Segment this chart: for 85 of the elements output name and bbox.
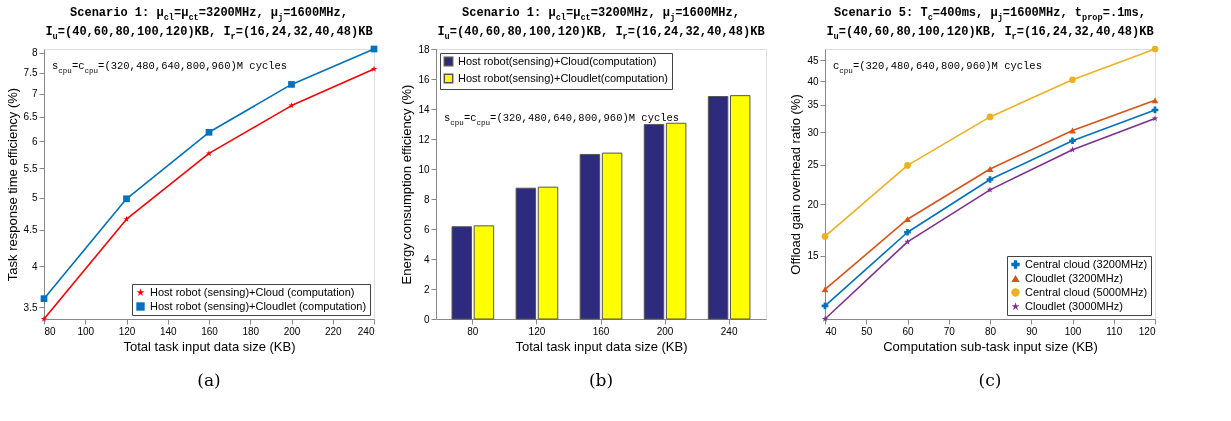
y-tick-label: 20 <box>807 198 819 210</box>
bar <box>643 124 665 320</box>
y-tick-label: 7.5 <box>23 67 38 79</box>
y-tick-label: 40 <box>807 75 819 87</box>
point <box>205 128 213 136</box>
x-axis-title: Total task input data size (KB) <box>515 338 688 354</box>
bar <box>473 225 495 320</box>
x-tick-label: 120 <box>118 325 136 337</box>
y-axis-title: Task response time efficiency (%) <box>4 87 20 282</box>
bar <box>601 152 623 320</box>
x-tick-label: 100 <box>1064 325 1082 337</box>
text: (b) <box>588 370 614 390</box>
x-tick-label: 180 <box>242 325 260 337</box>
y-tick-label: 4.5 <box>23 224 38 236</box>
point <box>123 195 130 203</box>
legend-label: Central cloud (3200MHz) <box>1025 257 1148 270</box>
x-tick-label: 200 <box>656 325 674 337</box>
x-tick-label: 80 <box>467 325 479 337</box>
y-tick-label: 45 <box>807 54 819 66</box>
x-tick-label: 60 <box>902 325 914 337</box>
y-tick-label: 15 <box>807 250 819 262</box>
y-axis-title: Offload gain overhead ratio (%) <box>788 94 804 275</box>
x-tick-label: 140 <box>159 325 178 337</box>
y-tick-label: 2 <box>423 283 430 295</box>
bar <box>515 187 537 320</box>
y-tick-label: 4 <box>31 260 38 272</box>
x-tick-label: 40 <box>825 325 838 337</box>
x-tick-label: 120 <box>1138 325 1156 337</box>
x-tick-label: 50 <box>861 325 873 337</box>
y-tick-label: 3.5 <box>23 301 38 313</box>
point <box>123 215 130 222</box>
y-tick-label: 6 <box>423 223 430 235</box>
bar <box>665 122 687 320</box>
x-tick-label: 110 <box>1106 325 1123 337</box>
legend-label: Cloudlet (3200MHz) <box>1025 271 1123 284</box>
x-tick-label: 220 <box>324 325 343 337</box>
y-tick-label: 14 <box>418 103 430 115</box>
y-tick-label: 18 <box>418 43 430 55</box>
point <box>40 295 48 303</box>
text: (a) <box>197 370 221 390</box>
x-tick-label: 90 <box>1026 325 1038 337</box>
y-tick-label: 0 <box>423 313 430 325</box>
legend-label: Host robot (sensing)+Cloudlet (computation) <box>150 299 367 312</box>
x-tick-label: 160 <box>201 325 219 337</box>
x-axis-title: Computation sub-task input size (KB) <box>883 338 1098 354</box>
point <box>205 150 213 157</box>
x-tick-label: 120 <box>528 325 546 337</box>
y-tick-label: 30 <box>807 126 819 138</box>
legend-label: Central cloud (5000MHz) <box>1025 285 1148 298</box>
y-tick-label: 16 <box>418 73 430 85</box>
y-tick-label: 10 <box>418 163 430 175</box>
legend-label: Host robot(sensing)+Cloud(computation) <box>458 54 657 67</box>
x-tick-label: 70 <box>943 325 956 337</box>
x-axis-title: Total task input data size (KB) <box>123 338 296 354</box>
bar <box>729 95 751 320</box>
bar <box>451 226 473 320</box>
legend-label: Host robot(sensing)+Cloudlet(computation) <box>458 71 669 84</box>
bar <box>579 153 601 320</box>
legend-label: Host robot (sensing)+Cloud (computation) <box>150 285 355 298</box>
y-tick-label: 8 <box>423 193 430 205</box>
x-tick-label: 80 <box>44 325 57 337</box>
y-axis-title: Energy consumption efficiency (%) <box>399 84 415 285</box>
y-tick-label: 6 <box>31 135 38 147</box>
legend-label: Cloudlet (3000MHz) <box>1025 299 1123 312</box>
y-tick-label: 25 <box>807 159 819 171</box>
y-tick-label: 35 <box>807 99 819 111</box>
y-tick-label: 6.5 <box>23 111 38 123</box>
x-tick-label: 240 <box>720 325 738 337</box>
y-tick-label: 12 <box>418 133 430 145</box>
y-tick-label: 4 <box>423 253 430 265</box>
y-tick-label: 5.5 <box>23 162 38 174</box>
y-tick-label: 8 <box>31 47 38 59</box>
bar <box>707 96 729 320</box>
y-tick-label: 7 <box>31 88 38 100</box>
x-tick-label: 100 <box>77 325 95 337</box>
y-tick-label: 5 <box>31 192 38 204</box>
x-tick-label: 160 <box>592 325 610 337</box>
x-tick-label: 240 <box>357 325 375 337</box>
point <box>288 81 295 88</box>
bar <box>537 186 559 320</box>
text: (c) <box>978 370 1002 390</box>
x-tick-label: 200 <box>283 325 301 337</box>
point <box>288 102 295 109</box>
point <box>370 65 378 72</box>
x-tick-label: 80 <box>984 325 997 337</box>
